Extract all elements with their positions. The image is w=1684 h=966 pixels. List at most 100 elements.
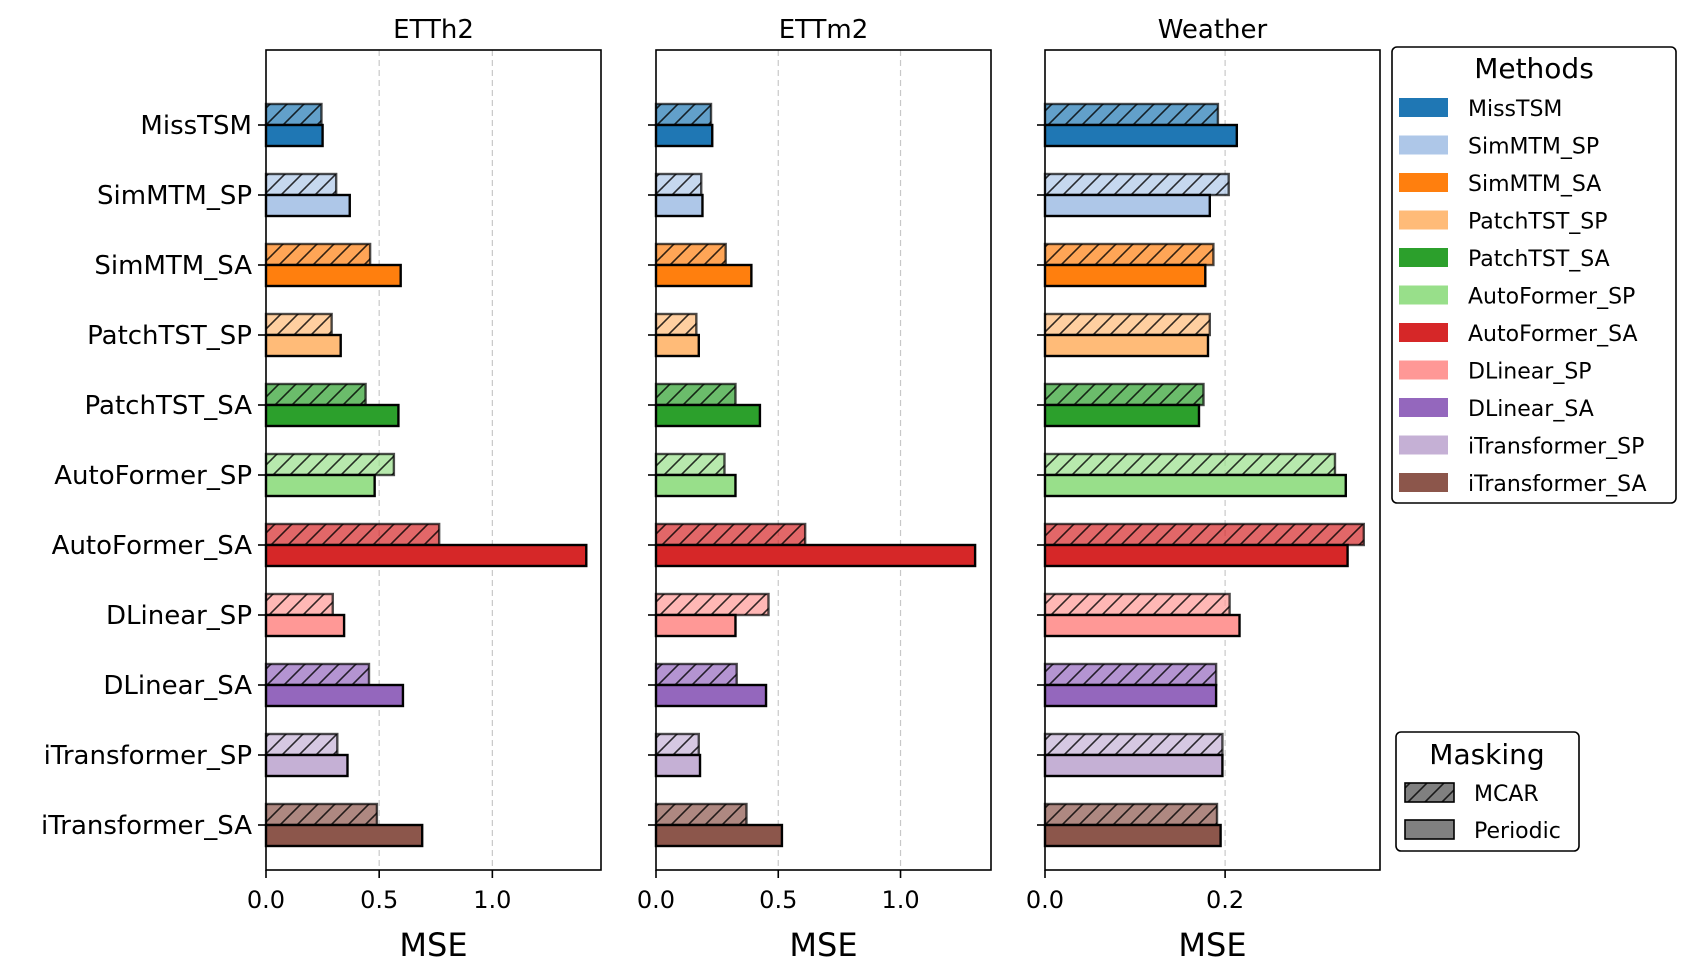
x-tick-label: 1.0	[881, 886, 919, 914]
bar-periodic-itransformer-sa	[264, 823, 424, 848]
bar-mcar-hatch-misstsm	[264, 102, 323, 127]
bar-mcar-hatch-dlinear-sa	[264, 662, 371, 687]
bar-mcar-hatch-simmtm-sp	[1043, 172, 1230, 197]
legend-label-autoformer-sa: AutoFormer_SA	[1468, 322, 1638, 347]
bar-periodic-patchtst-sp	[654, 333, 700, 358]
bar-periodic-patchtst-sp	[1043, 333, 1210, 358]
legend-label-simmtm-sa: SimMTM_SA	[1468, 172, 1601, 197]
bar-periodic-simmtm-sp	[654, 193, 704, 218]
bar-mcar-hatch-itransformer-sa	[264, 802, 379, 827]
bar-mcar-hatch-dlinear-sp	[1043, 592, 1231, 617]
bar-periodic-dlinear-sa	[264, 683, 405, 708]
bar-mcar-hatch-simmtm-sa	[264, 242, 372, 267]
panel-ettm2: 0.0 0.5 1.0 ETTm2 MSE	[637, 15, 992, 964]
legend-swatch-autoformer-sa	[1399, 323, 1448, 342]
bar-mcar-hatch-itransformer-sp	[264, 732, 339, 757]
legend-methods: Methods MissTSM SimMTM_SP SimMTM_SA PatchTST…	[1391, 46, 1677, 504]
bar-periodic-patchtst-sa	[654, 403, 762, 428]
legend-masking-title: Masking	[1429, 738, 1544, 771]
y-tick-label-autoformer-sp: AutoFormer_SP	[54, 461, 252, 491]
x-tick-label: 0.5	[360, 886, 398, 914]
bar-periodic-autoformer-sp	[1043, 473, 1347, 498]
y-tick-label-dlinear-sa: DLinear_SA	[103, 671, 252, 701]
panel-etth2: MissTSM SimMTM_SP SimMTM_SA PatchTST_SP Patc…	[41, 15, 602, 964]
bar-periodic-itransformer-sp	[1043, 753, 1224, 778]
bar-periodic-misstsm	[654, 123, 714, 148]
bar-periodic-simmtm-sa	[264, 263, 402, 288]
y-tick-label-patchtst-sp: PatchTST_SP	[87, 321, 252, 351]
bar-periodic-autoformer-sp	[264, 473, 376, 498]
bar-mcar-hatch-autoformer-sa	[654, 522, 807, 547]
legend-label-dlinear-sp: DLinear_SP	[1468, 360, 1592, 385]
bar-periodic-patchtst-sa	[264, 403, 400, 428]
y-tick-label-simmtm-sp: SimMTM_SP	[97, 181, 252, 211]
legend-methods-title: Methods	[1474, 52, 1594, 85]
y-tick-label-itransformer-sp: iTransformer_SP	[44, 741, 252, 771]
bar-mcar-hatch-simmtm-sp	[264, 172, 338, 197]
panel-title: Weather	[1158, 15, 1268, 45]
legend-masking: Masking MCAR Periodic	[1395, 731, 1580, 852]
bar-periodic-simmtm-sp	[1043, 193, 1211, 218]
bar-mcar-hatch-dlinear-sa	[1043, 662, 1218, 687]
x-tick-label: 0.5	[759, 886, 797, 914]
x-tick-label: 0.0	[247, 886, 285, 914]
axes-frame	[655, 49, 992, 871]
legend-masking-label-mcar: MCAR	[1474, 782, 1539, 807]
bar-mcar-hatch-itransformer-sa	[654, 802, 748, 827]
legend-swatch-simmtm-sa	[1399, 173, 1448, 192]
x-axis-label: MSE	[1178, 926, 1246, 964]
legend-swatch-dlinear-sp	[1399, 360, 1448, 380]
legend-label-dlinear-sa: DLinear_SA	[1468, 397, 1594, 422]
legend-swatch-patchtst-sp	[1399, 210, 1448, 230]
x-axis-label: MSE	[399, 926, 467, 964]
bar-mcar-hatch-dlinear-sp	[654, 592, 770, 617]
bar-mcar-hatch-misstsm	[654, 102, 713, 127]
panel-title: ETTm2	[779, 15, 869, 45]
bar-periodic-dlinear-sa	[654, 683, 768, 708]
bar-mcar-hatch-dlinear-sp	[264, 592, 334, 617]
y-tick-label-itransformer-sa: iTransformer_SA	[41, 811, 252, 841]
x-tick-label: 0.0	[1026, 886, 1064, 914]
bar-periodic-autoformer-sa	[1043, 543, 1349, 568]
panel-weather: 0.0 0.2 Weather MSE	[1026, 15, 1381, 964]
axes-frame	[265, 49, 602, 871]
x-tick-label: 0.0	[637, 886, 675, 914]
legend-label-patchtst-sa: PatchTST_SA	[1468, 247, 1610, 272]
bar-mcar-hatch-patchtst-sa	[654, 382, 737, 407]
legend-label-misstsm: MissTSM	[1468, 97, 1562, 122]
bar-mcar-hatch-itransformer-sa	[1043, 802, 1219, 827]
y-tick-label-autoformer-sa: AutoFormer_SA	[52, 531, 253, 561]
bar-periodic-dlinear-sp	[264, 613, 346, 638]
bar-mcar-hatch-misstsm	[1043, 102, 1220, 127]
bar-periodic-autoformer-sp	[654, 473, 737, 498]
bar-mcar-hatch-patchtst-sp	[1043, 312, 1211, 337]
bar-mcar-hatch-patchtst-sp	[264, 312, 333, 337]
x-tick-label: 0.2	[1206, 886, 1244, 914]
bar-mcar-hatch-simmtm-sp	[654, 172, 703, 197]
legend-label-patchtst-sp: PatchTST_SP	[1468, 210, 1608, 235]
y-tick-label-misstsm: MissTSM	[140, 111, 252, 141]
bar-mcar-hatch-autoformer-sa	[264, 522, 441, 547]
bar-mcar-hatch-autoformer-sp	[1043, 452, 1337, 477]
bar-periodic-dlinear-sp	[654, 613, 737, 638]
bar-mcar-hatch-patchtst-sa	[264, 382, 367, 407]
legend-label-itransformer-sp: iTransformer_SP	[1468, 435, 1644, 460]
bar-periodic-misstsm	[1043, 123, 1239, 148]
bar-periodic-autoformer-sa	[654, 543, 977, 568]
bar-mcar-hatch-dlinear-sa	[654, 662, 738, 687]
x-axis-label: MSE	[789, 926, 857, 964]
bar-periodic-itransformer-sp	[264, 753, 349, 778]
bar-periodic-itransformer-sa	[654, 823, 784, 848]
y-tick-label-patchtst-sa: PatchTST_SA	[85, 391, 253, 421]
bar-periodic-patchtst-sp	[264, 333, 342, 358]
bar-periodic-patchtst-sa	[1043, 403, 1201, 428]
panel-title: ETTh2	[393, 15, 474, 45]
legend-swatch-dlinear-sa	[1399, 398, 1448, 417]
bar-mcar-hatch-autoformer-sp	[654, 452, 726, 477]
bar-periodic-simmtm-sa	[1043, 263, 1207, 288]
legend-masking-swatch-periodic	[1404, 819, 1455, 840]
bar-mcar-hatch-itransformer-sp	[1043, 732, 1224, 757]
legend-methods-frame	[1391, 46, 1677, 504]
bar-mcar-hatch-patchtst-sp	[654, 312, 698, 337]
